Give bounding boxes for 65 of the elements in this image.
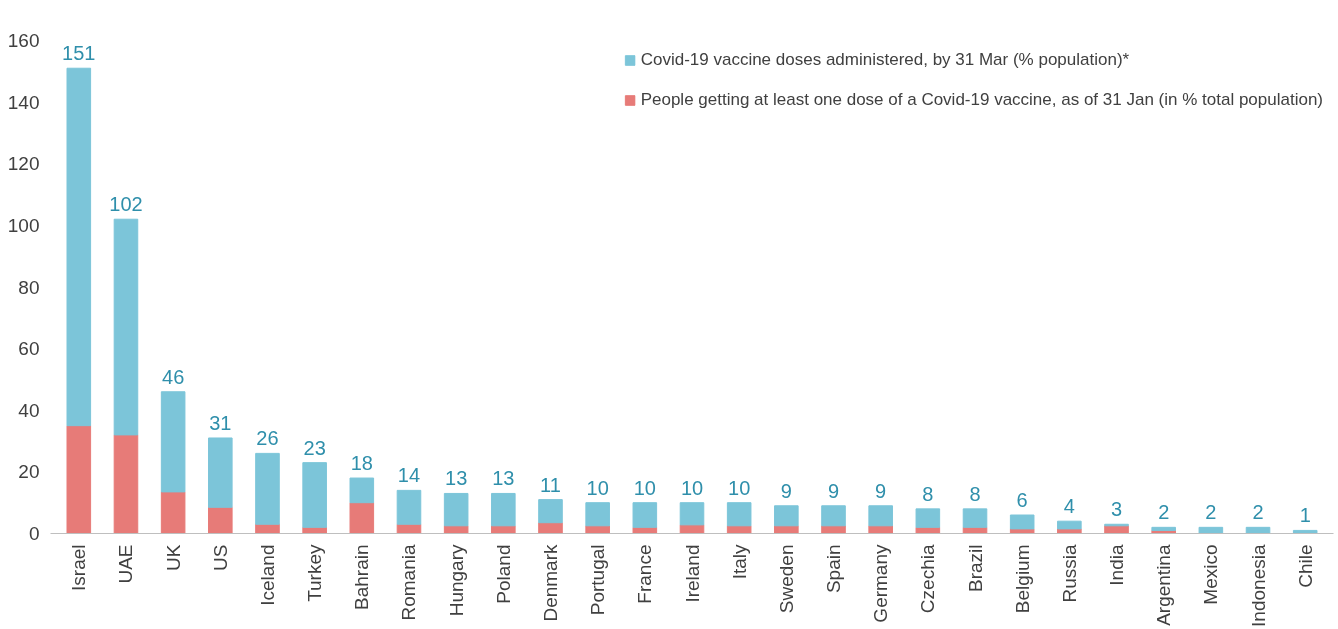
legend-label: People getting at least one dose of a Covid-19 vaccine, as of 31 Jan (in % total population) [640,90,1323,110]
x-tick-label: Mexico [1200,544,1222,605]
total-label: 9 [780,479,792,502]
total-label: 10 [586,476,609,499]
total-label: 10 [680,476,704,499]
total-label: 9 [827,479,840,502]
total-label: 4 [1063,495,1075,518]
total-label: 3 [1110,498,1123,521]
x-tick-label: Romania [398,544,420,621]
x-tick-label: US [209,544,231,571]
x-tick-label: Brazil [964,544,986,593]
total-label: 9 [875,479,887,502]
total-label: 8 [922,482,934,505]
x-tick-label: Israel [68,544,90,591]
x-tick-label: Belgium [1011,544,1033,614]
y-tick-label: 40 [18,399,40,421]
y-tick-label: 0 [28,523,40,544]
x-tick-label: Ireland [681,544,703,603]
total-label: 6 [1016,489,1028,512]
y-tick-label: 140 [7,91,40,113]
total-label: 10 [728,476,751,499]
x-tick-label: Hungary [445,544,467,617]
total-label: 8 [969,482,981,505]
x-tick-label: Iceland [256,544,278,606]
x-tick-label: Argentina [1153,544,1175,626]
total-label: 23 [303,436,326,459]
x-tick-label: UK [162,544,184,571]
x-tick-label: Russia [1058,544,1080,603]
total-label: 1 [1299,504,1311,527]
total-label: 31 [209,411,232,434]
legend-label: Covid-19 vaccine doses administered, by 31 Mar (% population)* [640,50,1130,70]
total-label: 18 [350,452,373,475]
x-tick-label: Denmark [539,544,561,622]
x-tick-label: Spain [823,544,845,594]
total-label: 2 [1158,501,1170,524]
x-tick-label: Italy [728,544,750,580]
y-tick-label: 20 [18,461,40,483]
x-tick-label: Sweden [775,544,797,614]
x-tick-label: Czechia [917,544,939,614]
x-tick-label: Germany [870,544,892,623]
total-label: 26 [256,427,279,450]
x-tick-label: Poland [492,544,514,604]
x-tick-label: Indonesia [1247,544,1269,627]
total-label: 13 [492,467,515,490]
x-tick-label: France [634,544,656,604]
total-label: 2 [1205,501,1217,524]
total-label: 11 [540,473,561,496]
y-tick-label: 80 [18,276,40,298]
y-tick-label: 160 [7,30,40,51]
x-tick-label: Portugal [587,544,609,616]
x-tick-label: Turkey [304,544,326,602]
x-tick-label: India [1106,544,1128,586]
total-label: 2 [1252,501,1264,524]
x-tick-label: UAE [115,544,137,584]
total-label: 151 [62,42,96,65]
y-tick-label: 100 [7,214,40,236]
total-label: 10 [633,476,656,499]
y-tick-label: 60 [18,338,40,360]
y-tick-label: 120 [7,153,40,175]
total-label: 14 [397,464,421,487]
total-label: 46 [162,365,185,388]
x-tick-label: Chile [1294,544,1316,588]
total-label: 102 [109,193,143,216]
x-tick-label: Bahrain [351,544,373,610]
total-label: 13 [445,467,468,490]
